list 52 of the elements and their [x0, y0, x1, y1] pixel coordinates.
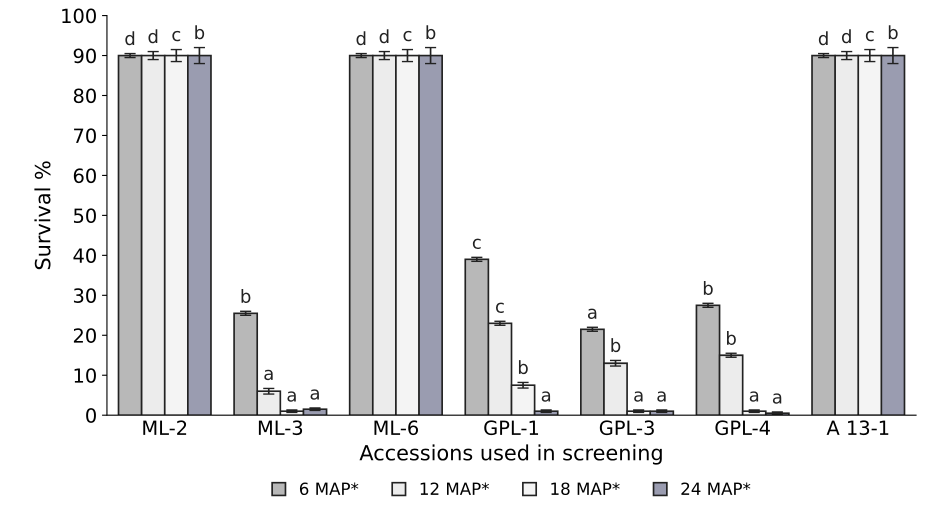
- y-tick-label: 30: [74, 288, 96, 303]
- x-tick-label: A 13-1: [826, 420, 888, 436]
- data-label: a: [634, 391, 643, 402]
- data-label: b: [611, 338, 620, 352]
- x-tick-label: ML-3: [258, 420, 302, 436]
- y-tick-label: 0: [86, 408, 96, 423]
- x-axis-title: Accessions used in screening: [360, 444, 662, 465]
- data-label: a: [772, 393, 782, 404]
- data-label: a: [750, 391, 758, 402]
- y-tick-label: 90: [74, 48, 96, 64]
- y-tick-label: 40: [73, 248, 96, 264]
- data-label: d: [380, 29, 388, 44]
- data-label: c: [496, 302, 504, 313]
- data-label: d: [842, 29, 851, 44]
- y-tick-label: 20: [74, 328, 96, 343]
- x-tick-label: ML-2: [143, 420, 186, 435]
- data-label: a: [264, 370, 273, 380]
- data-label: d: [818, 31, 828, 46]
- x-tick-label: GPL-4: [715, 420, 770, 436]
- y-tick-label: 60: [74, 168, 96, 184]
- data-label: b: [888, 25, 898, 40]
- data-label: d: [356, 31, 366, 46]
- data-label: a: [588, 308, 596, 319]
- data-label: d: [125, 31, 134, 46]
- data-label: b: [195, 25, 204, 40]
- y-tick-label: 10: [74, 368, 96, 383]
- data-label: a: [287, 391, 296, 402]
- y-tick-label: 50: [74, 208, 96, 224]
- data-label: c: [172, 30, 180, 42]
- data-label: b: [242, 289, 250, 303]
- data-label: a: [310, 389, 319, 400]
- data-label: b: [704, 281, 713, 296]
- data-label: a: [542, 391, 550, 402]
- data-label: c: [866, 30, 874, 42]
- data-label: b: [426, 25, 436, 40]
- x-tick-label: GPL-1: [484, 420, 538, 436]
- y-tick-label: 70: [74, 128, 96, 144]
- legend-label: 12 MAP*: [420, 482, 490, 495]
- y-tick-label: 100: [62, 8, 96, 24]
- legend-label: 6 MAP*: [300, 482, 358, 496]
- data-label: d: [148, 29, 158, 44]
- data-label: c: [404, 30, 412, 42]
- y-tick-label: 80: [74, 88, 96, 104]
- data-label: a: [657, 391, 666, 402]
- y-axis-title: Survival %: [34, 161, 51, 270]
- x-tick-label: GPL-3: [600, 420, 654, 436]
- data-label: c: [472, 238, 481, 250]
- legend-label: 18 MAP*: [551, 482, 620, 496]
- data-label: b: [727, 330, 736, 345]
- data-label: b: [518, 360, 528, 374]
- x-tick-label: ML-6: [374, 420, 418, 436]
- legend-label: 24 MAP*: [681, 482, 750, 495]
